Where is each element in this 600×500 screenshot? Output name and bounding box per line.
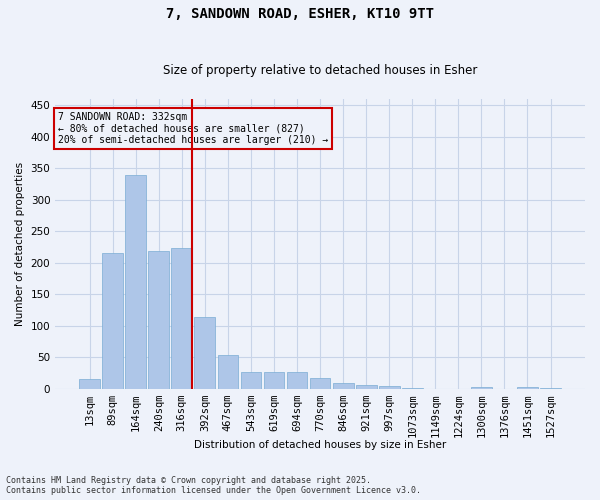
Text: Contains HM Land Registry data © Crown copyright and database right 2025.
Contai: Contains HM Land Registry data © Crown c… xyxy=(6,476,421,495)
Bar xyxy=(379,386,400,388)
Y-axis label: Number of detached properties: Number of detached properties xyxy=(15,162,25,326)
Bar xyxy=(125,175,146,388)
Bar xyxy=(102,252,123,388)
Bar xyxy=(287,372,307,388)
Bar xyxy=(310,378,331,388)
Bar xyxy=(471,386,492,388)
X-axis label: Distribution of detached houses by size in Esher: Distribution of detached houses by size … xyxy=(194,440,446,450)
Text: 7, SANDOWN ROAD, ESHER, KT10 9TT: 7, SANDOWN ROAD, ESHER, KT10 9TT xyxy=(166,8,434,22)
Bar xyxy=(333,383,353,388)
Bar xyxy=(218,355,238,388)
Bar xyxy=(263,372,284,388)
Bar xyxy=(241,372,262,388)
Bar xyxy=(356,386,377,388)
Bar xyxy=(172,248,192,388)
Bar xyxy=(79,379,100,388)
Bar xyxy=(148,252,169,388)
Text: 7 SANDOWN ROAD: 332sqm
← 80% of detached houses are smaller (827)
20% of semi-de: 7 SANDOWN ROAD: 332sqm ← 80% of detached… xyxy=(58,112,328,145)
Bar xyxy=(194,318,215,388)
Title: Size of property relative to detached houses in Esher: Size of property relative to detached ho… xyxy=(163,64,477,77)
